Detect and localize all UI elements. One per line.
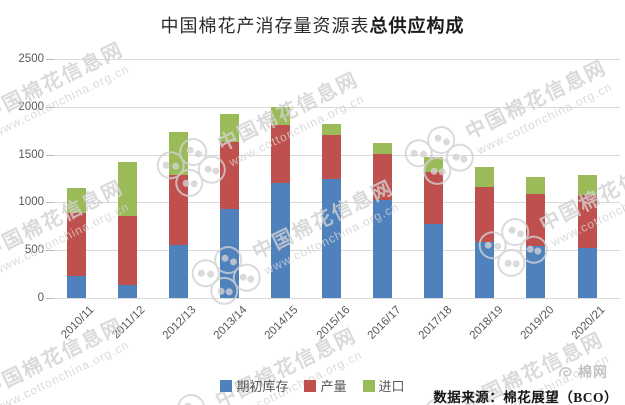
xlabel-2011/12: 2011/12 xyxy=(110,304,148,342)
bar-2016/17-进口 xyxy=(373,143,393,154)
bar-2016/17-期初库存 xyxy=(373,199,393,298)
cotton-swirl-icon xyxy=(559,366,572,377)
bar-2012/13-产量 xyxy=(168,174,188,246)
title-emphasis: 总供应构成 xyxy=(369,16,465,36)
bar-2020/21-产量 xyxy=(577,194,597,249)
bar-2020/21-期初库存 xyxy=(577,248,597,298)
bar-2017/18-进口 xyxy=(424,157,444,172)
bar-2013/14-产量 xyxy=(219,142,239,210)
bar-2010/11-产量 xyxy=(66,212,86,276)
legend-label: 产量 xyxy=(320,379,347,394)
ytick-1500 xyxy=(46,154,54,156)
ytick-2500 xyxy=(46,59,54,60)
bar-2014/15-期初库存 xyxy=(270,183,290,298)
ytick-label-500: 500 xyxy=(24,244,44,257)
ytick-label-2500: 2500 xyxy=(18,53,44,65)
bar-2010/11-进口 xyxy=(66,188,86,213)
xlabel-2015/16: 2015/16 xyxy=(314,304,352,342)
bar-2019/20-期初库存 xyxy=(526,246,546,298)
xlabel-2018/19: 2018/19 xyxy=(467,304,506,342)
bar-2019/20-产量 xyxy=(526,193,546,247)
legend-swatch-icon xyxy=(362,379,375,392)
bar-2014/15-产量 xyxy=(270,124,290,184)
legend-item-进口: 进口 xyxy=(362,376,405,395)
ytick-label-1500: 1500 xyxy=(18,148,44,161)
xlabel-2016/17: 2016/17 xyxy=(365,304,404,342)
gridline-y-2000 xyxy=(54,106,620,108)
xlabel-2019/20: 2019/20 xyxy=(518,304,557,342)
bar-2015/16-产量 xyxy=(322,134,341,180)
bar-2018/19-产量 xyxy=(475,187,495,242)
bar-2012/13-期初库存 xyxy=(168,245,188,298)
ytick-500 xyxy=(46,250,54,252)
bar-2015/16-期初库存 xyxy=(322,179,341,298)
bar-2012/13-进口 xyxy=(168,131,188,175)
legend-label: 进口 xyxy=(378,379,405,394)
bar-2018/19-期初库存 xyxy=(475,241,495,298)
bar-2018/19-进口 xyxy=(475,167,495,188)
page-title: 中国棉花产消存量资源表总供应构成 xyxy=(0,12,625,38)
ytick-2000 xyxy=(46,106,54,108)
title-regular: 中国棉花产消存量资源表 xyxy=(160,16,370,36)
xlabel-2013/14: 2013/14 xyxy=(211,304,250,342)
mianwang-logo-text: 棉网 xyxy=(578,364,608,380)
ytick-label-0: 0 xyxy=(37,292,44,304)
bar-2017/18-期初库存 xyxy=(424,224,444,298)
ytick-1000 xyxy=(46,202,54,204)
legend-swatch-icon xyxy=(304,379,317,392)
ytick-label-2000: 2000 xyxy=(18,100,44,113)
legend-item-期初库存: 期初库存 xyxy=(220,376,288,395)
bar-2020/21-进口 xyxy=(577,174,597,195)
xlabel-2017/18: 2017/18 xyxy=(416,304,455,342)
gridline-y-2500 xyxy=(54,59,620,60)
bar-2017/18-产量 xyxy=(424,171,444,225)
bar-2013/14-进口 xyxy=(219,114,239,143)
bar-2013/14-期初库存 xyxy=(219,209,239,298)
gridline-y-0 xyxy=(54,298,620,299)
bar-2016/17-产量 xyxy=(373,153,393,200)
bar-2011/12-期初库存 xyxy=(117,284,137,298)
ytick-label-1000: 1000 xyxy=(18,196,44,209)
data-source-note: 数据来源：棉花展望（BCO） xyxy=(433,390,618,405)
legend-swatch-icon xyxy=(220,379,233,392)
bar-2010/11-期初库存 xyxy=(66,276,86,298)
legend-item-产量: 产量 xyxy=(304,376,347,395)
legend-label: 期初库存 xyxy=(236,379,289,394)
bar-2011/12-产量 xyxy=(117,215,137,285)
mianwang-watermark-logo: 棉网 xyxy=(558,362,608,382)
xlabel-2020/21: 2020/21 xyxy=(569,304,608,342)
bar-2014/15-进口 xyxy=(270,106,290,125)
bar-2019/20-进口 xyxy=(526,176,546,194)
chart-legend: 期初库存 产量 进口 xyxy=(0,376,625,395)
xlabel-2010/11: 2010/11 xyxy=(59,304,97,342)
xlabel-2012/13: 2012/13 xyxy=(160,304,199,342)
ytick-0 xyxy=(46,298,54,299)
bar-2011/12-进口 xyxy=(117,162,137,216)
xlabel-2014/15: 2014/15 xyxy=(262,304,301,342)
bar-2015/16-进口 xyxy=(322,124,341,135)
